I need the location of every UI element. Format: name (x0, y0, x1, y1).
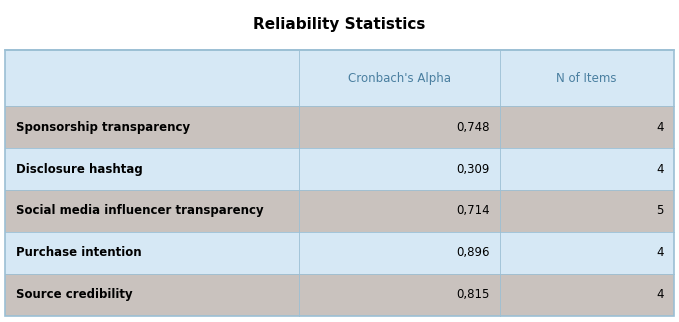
Text: Disclosure hashtag: Disclosure hashtag (16, 163, 143, 175)
Bar (5, 50, 674, 106)
Bar (5, 190, 674, 232)
Text: 4: 4 (656, 288, 663, 301)
Text: Source credibility: Source credibility (16, 288, 132, 301)
Text: 4: 4 (656, 121, 663, 134)
Text: Purchase intention: Purchase intention (16, 246, 141, 259)
Bar (0, 0, 679, 50)
Text: Sponsorship transparency: Sponsorship transparency (16, 121, 189, 134)
Bar (5, 50, 674, 316)
Text: 4: 4 (656, 246, 663, 259)
Bar (5, 232, 674, 274)
Bar (5, 106, 674, 148)
Bar (5, 274, 674, 316)
Text: 0,896: 0,896 (456, 246, 490, 259)
Text: N of Items: N of Items (557, 71, 617, 85)
Text: 0,309: 0,309 (456, 163, 490, 175)
Text: 0,815: 0,815 (456, 288, 490, 301)
Bar (5, 148, 674, 190)
Text: 0,714: 0,714 (456, 204, 490, 217)
Text: Cronbach's Alpha: Cronbach's Alpha (348, 71, 451, 85)
Text: 4: 4 (656, 163, 663, 175)
Text: Social media influencer transparency: Social media influencer transparency (16, 204, 263, 217)
Text: 0,748: 0,748 (456, 121, 490, 134)
Text: Reliability Statistics: Reliability Statistics (253, 17, 426, 33)
Text: 5: 5 (656, 204, 663, 217)
